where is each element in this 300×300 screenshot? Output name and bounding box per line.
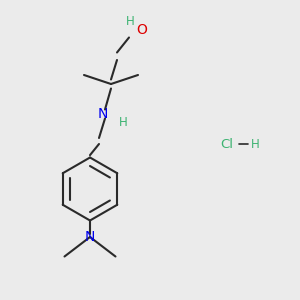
Text: N: N [85,230,95,244]
Text: H: H [126,15,135,28]
Text: H: H [119,116,128,129]
Text: N: N [98,107,108,121]
Text: Cl: Cl [220,137,233,151]
Text: O: O [136,23,147,37]
Text: H: H [251,137,260,151]
